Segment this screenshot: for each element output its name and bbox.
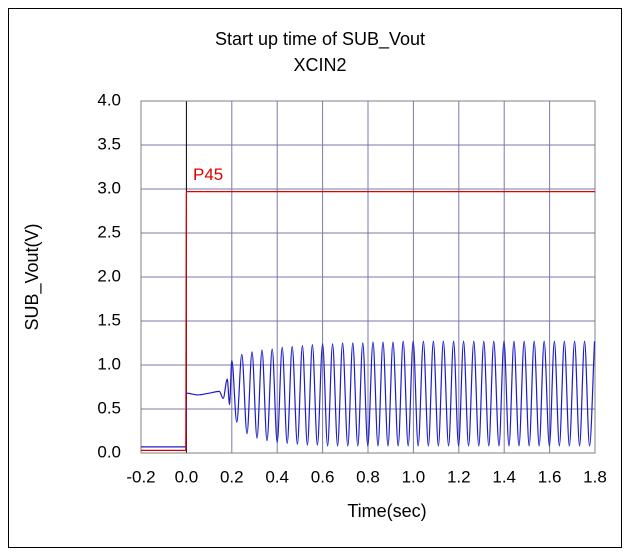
y-tick-label: 3.0	[97, 178, 121, 197]
y-tick-label: 2.5	[97, 222, 121, 241]
y-tick-label: 4.0	[97, 90, 121, 109]
x-tick-label: 1.0	[402, 467, 426, 486]
y-tick-label: 2.0	[97, 266, 121, 285]
x-tick-label: 1.4	[492, 467, 516, 486]
data-line	[141, 191, 595, 451]
y-axis-label: SUB_Vout(V)	[22, 223, 43, 330]
x-axis-label: Time(sec)	[347, 501, 426, 521]
x-tick-label: 0.0	[175, 467, 199, 486]
data-line	[140, 340, 596, 448]
y-tick-label: 0.5	[97, 398, 121, 417]
x-tick-label: 0.4	[265, 467, 289, 486]
x-tick-label: 0.2	[220, 467, 244, 486]
chart-title: Start up time of SUB_Vout	[215, 29, 425, 50]
y-tick-label: 3.5	[97, 134, 121, 153]
x-tick-label: 0.6	[311, 467, 335, 486]
x-tick-label: -0.2	[126, 467, 155, 486]
y-tick-label: 1.0	[97, 354, 121, 373]
plot-border	[140, 100, 596, 454]
chart-subtitle: XCIN2	[293, 55, 346, 75]
series-label: P45	[193, 165, 223, 184]
x-tick-label: 1.6	[538, 467, 562, 486]
x-tick-label: 1.8	[583, 467, 607, 486]
frame	[8, 8, 622, 548]
y-tick-label: 1.5	[97, 310, 121, 329]
x-tick-label: 1.2	[447, 467, 471, 486]
y-tick-label: 0.0	[97, 442, 121, 461]
x-tick-label: 0.8	[356, 467, 380, 486]
